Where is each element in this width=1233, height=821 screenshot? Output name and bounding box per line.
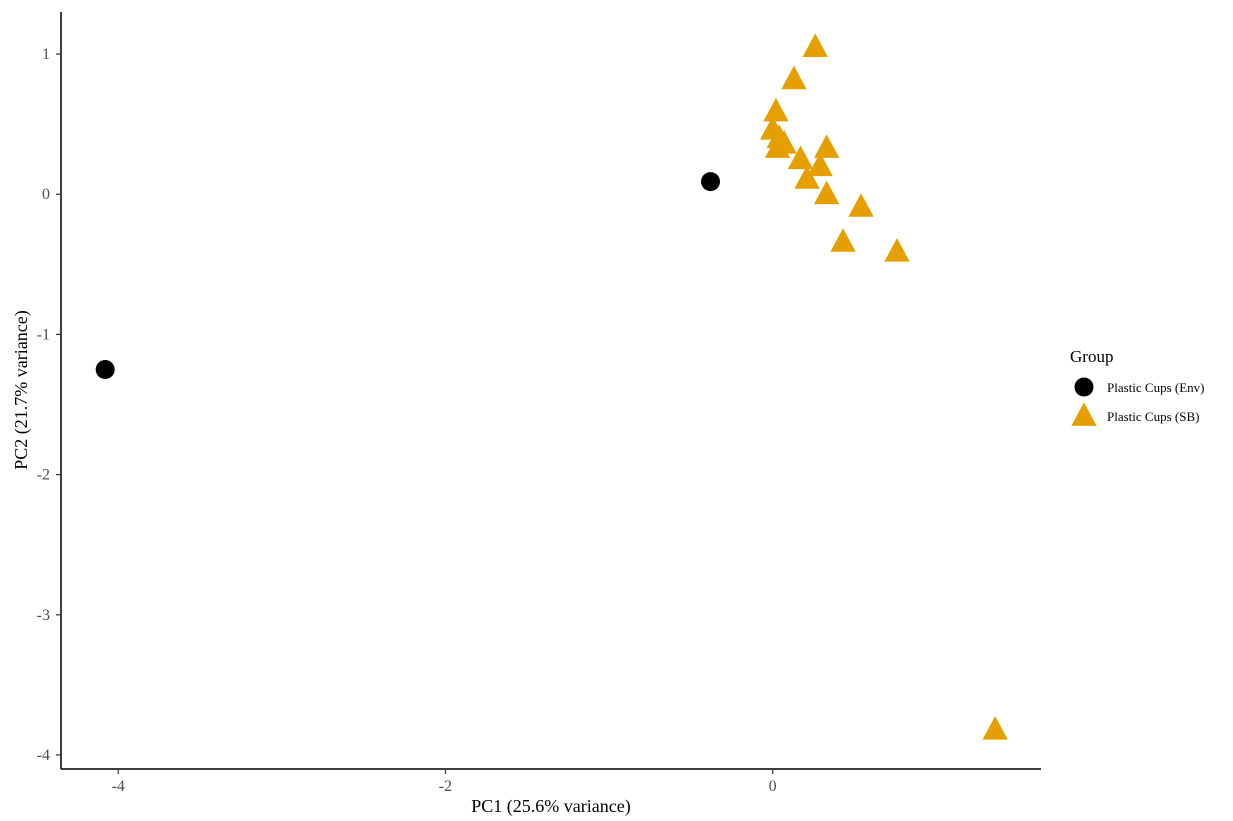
y-tick-label: -3 [37, 607, 50, 624]
legend-title: Group [1070, 347, 1113, 366]
data-point-triangle [830, 228, 856, 252]
legend-label: Plastic Cups (Env) [1107, 380, 1205, 395]
y-tick-label: -1 [37, 326, 50, 343]
data-point-triangle [848, 193, 874, 217]
axes [60, 12, 1041, 770]
x-tick-label: -4 [112, 778, 125, 795]
legend-key-triangle [1071, 402, 1097, 426]
data-points [95, 33, 1008, 740]
data-point-triangle [802, 33, 828, 57]
x-ticks: -4 -2 0 [112, 769, 777, 795]
data-point-triangle [764, 134, 791, 158]
data-point-triangle [787, 145, 814, 170]
data-point-triangle [814, 180, 840, 205]
y-axis-title: PC2 (21.7% variance) [11, 310, 32, 469]
data-point-triangle [794, 165, 820, 189]
y-ticks: 1 0 -1 -2 -3 -4 [37, 46, 61, 764]
legend-key-circle [1074, 377, 1094, 397]
y-tick-label: 0 [42, 186, 50, 203]
data-point-circle [95, 359, 115, 379]
data-point-triangle [982, 716, 1008, 740]
legend: Group Plastic Cups (Env) Plastic Cups (SB… [1070, 347, 1205, 426]
legend-label: Plastic Cups (SB) [1107, 409, 1199, 424]
x-axis-title: PC1 (25.6% variance) [471, 796, 630, 817]
x-tick-label: 0 [769, 778, 777, 795]
data-point-triangle [884, 238, 910, 262]
data-point-circle [701, 172, 721, 192]
data-point-triangle [781, 65, 807, 90]
y-tick-label: -2 [37, 467, 50, 484]
y-tick-label: 1 [42, 46, 50, 63]
data-point-triangle [763, 97, 789, 122]
x-tick-label: -2 [439, 778, 452, 795]
y-tick-label: -4 [37, 747, 50, 764]
data-point-triangle [807, 152, 833, 177]
legend-items: Plastic Cups (Env) Plastic Cups (SB) [1071, 377, 1205, 426]
data-point-triangle [814, 134, 840, 158]
